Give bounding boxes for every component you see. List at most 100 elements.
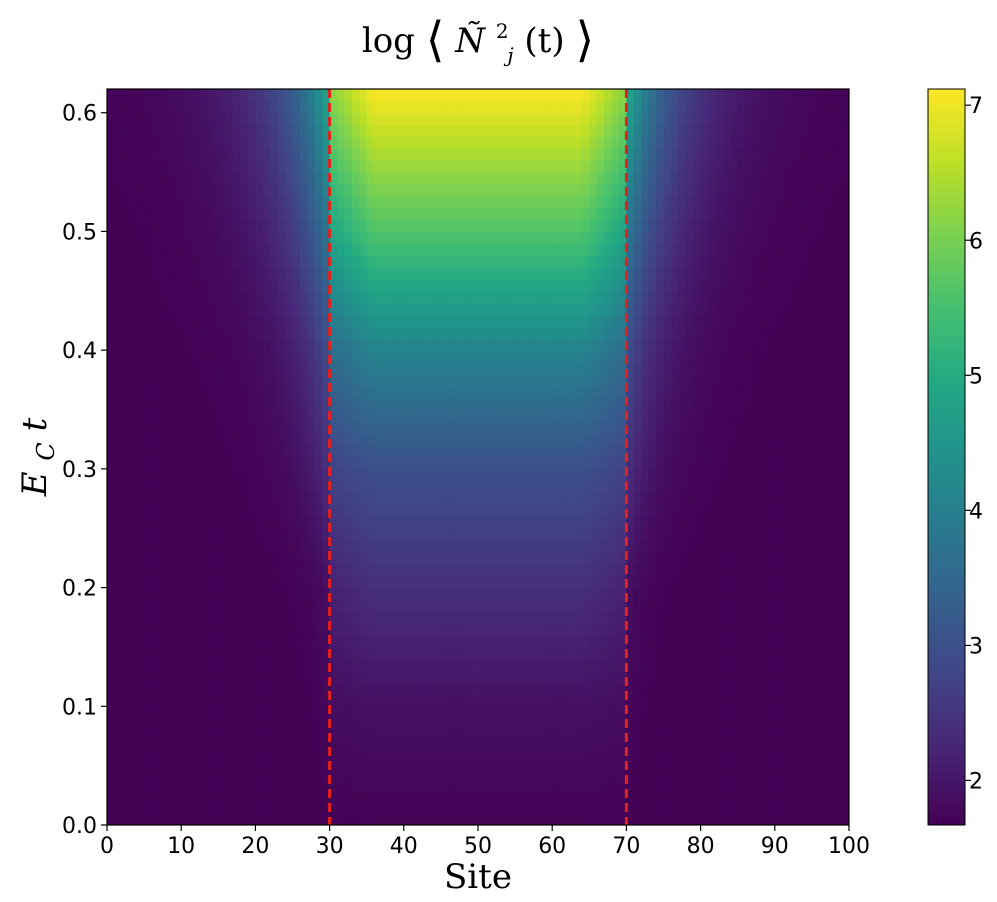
heatmap-cell [604, 575, 613, 589]
heatmap-cell [789, 706, 798, 719]
heatmap-cell [522, 528, 531, 541]
heatmap-cell [388, 682, 397, 696]
heatmap-cell [188, 777, 197, 790]
heatmap-cell [596, 670, 605, 684]
heatmap-cell [774, 670, 783, 684]
heatmap-cell [663, 278, 672, 292]
heatmap-cell [485, 587, 494, 601]
heatmap-cell [196, 243, 205, 256]
heatmap-cell [522, 587, 531, 601]
heatmap-cell [611, 575, 620, 589]
heatmap-cell [470, 718, 479, 731]
heatmap-cell [759, 278, 768, 292]
heatmap-cell [767, 813, 776, 825]
heatmap-cell [730, 243, 739, 256]
heatmap-cell [262, 421, 271, 434]
heatmap-cell [596, 563, 605, 577]
heatmap-cell [210, 397, 219, 411]
heatmap-cell [797, 433, 806, 446]
heatmap-cell [129, 777, 138, 790]
heatmap-cell [337, 599, 346, 612]
heatmap-cell [129, 445, 138, 458]
heatmap-cell [196, 457, 205, 470]
heatmap-cell [722, 658, 731, 672]
heatmap-cell [529, 623, 538, 636]
heatmap-cell [700, 623, 709, 636]
heatmap-cell [166, 706, 175, 719]
heatmap-cell [359, 646, 368, 660]
heatmap-cell [173, 765, 182, 779]
heatmap-cell [670, 813, 679, 825]
heatmap-cell [492, 504, 501, 517]
heatmap-cell [344, 516, 353, 529]
heatmap-cell [715, 765, 724, 779]
heatmap-cell [633, 373, 642, 387]
heatmap-cell [618, 314, 627, 328]
heatmap-cell [463, 231, 472, 244]
heatmap-cell [507, 457, 516, 470]
heatmap-cell [470, 421, 479, 434]
heatmap-cell [455, 326, 464, 339]
heatmap-cell [782, 302, 791, 316]
heatmap-cell [322, 540, 331, 553]
heatmap-cell [537, 290, 546, 304]
heatmap-cell [574, 623, 583, 636]
heatmap-cell [418, 326, 427, 339]
heatmap-cell [173, 255, 182, 268]
heatmap-cell [210, 421, 219, 434]
heatmap-cell [314, 255, 323, 268]
heatmap-cell [307, 243, 316, 256]
heatmap-cell [767, 730, 776, 743]
heatmap-cell [277, 528, 286, 541]
heatmap-cell [388, 409, 397, 422]
heatmap-cell [633, 730, 642, 743]
heatmap-cell [418, 314, 427, 328]
heatmap-cell [811, 504, 820, 517]
heatmap-cell [685, 741, 694, 755]
heatmap-cell [782, 658, 791, 672]
heatmap-cell [225, 421, 234, 434]
heatmap-cell [196, 421, 205, 434]
heatmap-cell [611, 765, 620, 779]
heatmap-cell [663, 350, 672, 363]
heatmap-cell [752, 385, 761, 399]
heatmap-cell [529, 326, 538, 339]
heatmap-cell [329, 385, 338, 399]
heatmap-cell [121, 801, 130, 814]
heatmap-cell [656, 575, 665, 589]
heatmap-cell [492, 385, 501, 399]
heatmap-cell [396, 362, 405, 375]
heatmap-cell [144, 730, 153, 743]
heatmap-cell [552, 635, 561, 648]
heatmap-cell [196, 646, 205, 660]
heatmap-cell [641, 326, 650, 339]
heatmap-cell [166, 290, 175, 304]
heatmap-cell [426, 302, 435, 316]
heatmap-cell [344, 385, 353, 399]
heatmap-cell [418, 278, 427, 292]
heatmap-cell [114, 302, 123, 316]
heatmap-cell [618, 278, 627, 292]
heatmap-cell [151, 504, 160, 517]
heatmap-cell [388, 445, 397, 458]
heatmap-cell [285, 433, 294, 446]
heatmap-cell [426, 741, 435, 755]
heatmap-cell [789, 480, 798, 494]
heatmap-cell [136, 753, 145, 767]
heatmap-cell [203, 623, 212, 636]
heatmap-cell [700, 682, 709, 696]
heatmap-cell [285, 243, 294, 256]
heatmap-cell [262, 302, 271, 316]
heatmap-cell [559, 599, 568, 612]
heatmap-cell [366, 540, 375, 553]
heatmap-cell [522, 326, 531, 339]
heatmap-cell [337, 504, 346, 517]
heatmap-cell [359, 480, 368, 494]
heatmap-cell [233, 587, 242, 601]
heatmap-cell [581, 646, 590, 660]
heatmap-cell [648, 445, 657, 458]
heatmap-cell [329, 694, 338, 707]
heatmap-cell [359, 551, 368, 565]
heatmap-cell [285, 492, 294, 506]
heatmap-cell [633, 599, 642, 612]
